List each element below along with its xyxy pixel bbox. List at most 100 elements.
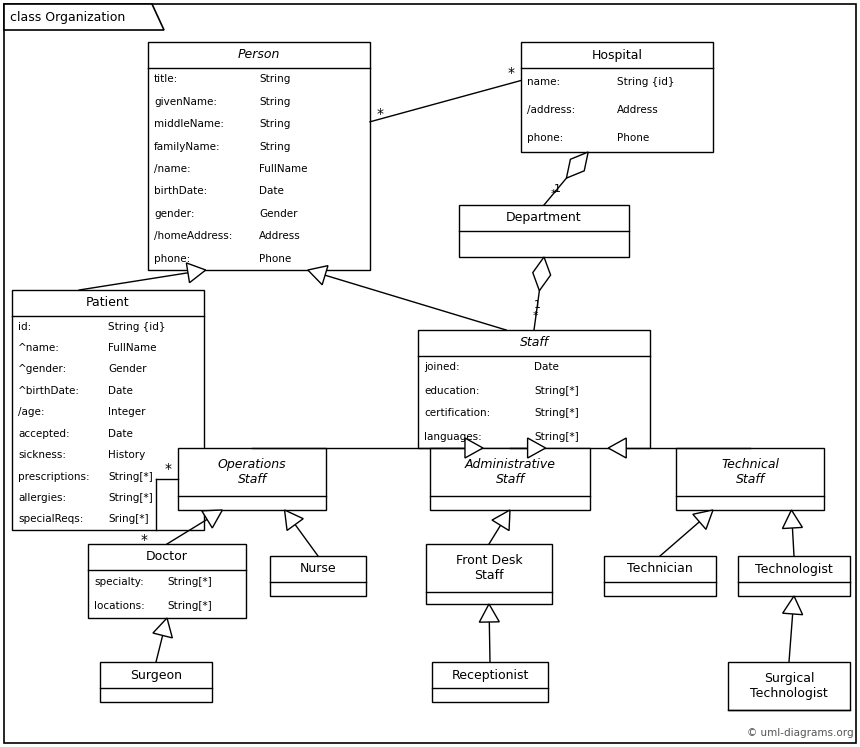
Text: languages:: languages:: [424, 432, 482, 441]
Bar: [148, 42, 370, 270]
Text: History: History: [108, 450, 145, 460]
Text: allergies:: allergies:: [18, 493, 66, 503]
Text: String[*]: String[*]: [534, 432, 579, 441]
Text: *: *: [140, 533, 148, 547]
Text: Staff: Staff: [519, 336, 549, 350]
Text: String[*]: String[*]: [534, 409, 579, 418]
Bar: [521, 42, 713, 152]
Text: Operations
Staff: Operations Staff: [218, 458, 286, 486]
Text: Nurse: Nurse: [299, 562, 336, 575]
Polygon shape: [465, 438, 483, 458]
Polygon shape: [153, 618, 172, 638]
Polygon shape: [479, 604, 500, 622]
Text: © uml-diagrams.org: © uml-diagrams.org: [746, 728, 853, 738]
Polygon shape: [783, 596, 802, 615]
Text: String {id}: String {id}: [108, 322, 165, 332]
Text: ^birthDate:: ^birthDate:: [18, 386, 80, 396]
Text: Date: Date: [108, 429, 133, 438]
Text: sickness:: sickness:: [18, 450, 66, 460]
Text: /name:: /name:: [154, 164, 191, 174]
Polygon shape: [202, 510, 223, 528]
Polygon shape: [608, 438, 626, 458]
Text: Gender: Gender: [259, 209, 298, 219]
Text: FullName: FullName: [108, 343, 157, 353]
Text: name:: name:: [527, 77, 560, 87]
Polygon shape: [285, 510, 304, 530]
Text: Front Desk
Staff: Front Desk Staff: [456, 554, 522, 582]
Text: phone:: phone:: [527, 133, 563, 143]
Text: Technician: Technician: [627, 562, 693, 575]
Text: String: String: [259, 74, 291, 84]
Text: /homeAddress:: /homeAddress:: [154, 232, 232, 241]
Text: phone:: phone:: [154, 254, 190, 264]
Text: Administrative
Staff: Administrative Staff: [464, 458, 556, 486]
Text: education:: education:: [424, 385, 480, 395]
Text: /address:: /address:: [527, 105, 575, 115]
Text: class Organization: class Organization: [10, 11, 126, 25]
Polygon shape: [527, 438, 545, 458]
Text: title:: title:: [154, 74, 178, 84]
Text: *: *: [507, 66, 514, 79]
Text: Hospital: Hospital: [592, 49, 642, 61]
Text: prescriptions:: prescriptions:: [18, 471, 89, 482]
Polygon shape: [492, 510, 510, 530]
Text: Integer: Integer: [108, 407, 145, 418]
Text: Date: Date: [534, 362, 559, 373]
Bar: [178, 448, 326, 510]
Text: String[*]: String[*]: [167, 601, 212, 611]
Text: String[*]: String[*]: [167, 577, 212, 587]
Text: Address: Address: [617, 105, 659, 115]
Text: Person: Person: [238, 49, 280, 61]
Text: certification:: certification:: [424, 409, 490, 418]
Polygon shape: [308, 266, 328, 285]
Text: Technologist: Technologist: [755, 562, 832, 575]
Text: String: String: [259, 141, 291, 152]
Polygon shape: [533, 257, 550, 291]
Text: givenName:: givenName:: [154, 96, 217, 107]
Polygon shape: [567, 152, 588, 178]
Bar: [728, 662, 850, 710]
Text: *: *: [533, 311, 538, 321]
Text: Department: Department: [507, 211, 582, 225]
Text: id:: id:: [18, 322, 31, 332]
Bar: [270, 556, 366, 596]
Text: locations:: locations:: [94, 601, 144, 611]
Bar: [418, 330, 650, 448]
Text: Address: Address: [259, 232, 301, 241]
Text: accepted:: accepted:: [18, 429, 70, 438]
Bar: [426, 544, 552, 604]
Text: Technical
Staff: Technical Staff: [721, 458, 779, 486]
Text: specialty:: specialty:: [94, 577, 144, 587]
Text: Phone: Phone: [617, 133, 649, 143]
Bar: [88, 544, 246, 618]
Bar: [432, 662, 548, 702]
Text: 1: 1: [554, 184, 561, 194]
Bar: [100, 662, 212, 702]
Text: String[*]: String[*]: [108, 471, 153, 482]
Text: String[*]: String[*]: [108, 493, 153, 503]
Text: String[*]: String[*]: [534, 385, 579, 395]
Text: familyName:: familyName:: [154, 141, 221, 152]
Polygon shape: [783, 510, 802, 529]
Text: ^name:: ^name:: [18, 343, 60, 353]
Text: birthDate:: birthDate:: [154, 187, 207, 196]
Text: gender:: gender:: [154, 209, 194, 219]
Text: Date: Date: [259, 187, 284, 196]
Text: Gender: Gender: [108, 365, 146, 374]
Polygon shape: [187, 263, 206, 282]
Text: *: *: [550, 189, 556, 199]
Text: middleName:: middleName:: [154, 119, 224, 129]
Text: Patient: Patient: [86, 297, 130, 309]
Bar: [738, 556, 850, 596]
Text: String: String: [259, 96, 291, 107]
Text: 1: 1: [534, 300, 541, 309]
Text: Surgical
Technologist: Surgical Technologist: [750, 672, 828, 700]
Polygon shape: [693, 510, 713, 530]
Text: *: *: [164, 462, 171, 476]
Bar: [604, 556, 716, 596]
Bar: [676, 448, 824, 510]
Text: String {id}: String {id}: [617, 77, 674, 87]
Text: FullName: FullName: [259, 164, 308, 174]
Text: ^gender:: ^gender:: [18, 365, 67, 374]
Polygon shape: [4, 4, 164, 30]
